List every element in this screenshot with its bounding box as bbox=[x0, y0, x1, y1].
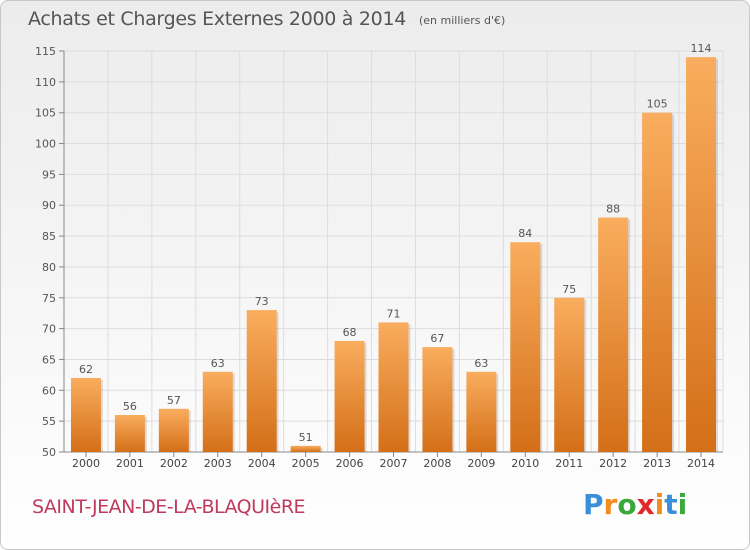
y-tick-label: 100 bbox=[35, 138, 56, 151]
chart-title: Achats et Charges Externes 2000 à 2014 bbox=[28, 8, 407, 30]
bar-value-label: 75 bbox=[562, 283, 576, 296]
y-tick-label: 85 bbox=[42, 230, 56, 243]
bar[interactable] bbox=[114, 414, 145, 452]
y-tick-label: 50 bbox=[42, 446, 56, 459]
x-tick-label: 2007 bbox=[380, 457, 408, 470]
bar[interactable] bbox=[466, 371, 497, 452]
bar-value-label: 73 bbox=[255, 295, 269, 308]
bar[interactable] bbox=[246, 310, 277, 452]
x-tick-label: 2009 bbox=[467, 457, 495, 470]
x-tick-label: 2001 bbox=[116, 457, 144, 470]
bar-value-label: 62 bbox=[79, 363, 93, 376]
bar-value-label: 63 bbox=[211, 357, 225, 370]
bar-value-label: 71 bbox=[387, 307, 401, 320]
bar-value-label: 114 bbox=[691, 42, 712, 55]
bar[interactable] bbox=[510, 242, 541, 452]
x-tick-label: 2013 bbox=[643, 457, 671, 470]
bar[interactable] bbox=[378, 322, 409, 452]
bar[interactable] bbox=[642, 112, 673, 452]
bar[interactable] bbox=[202, 371, 233, 452]
bar[interactable] bbox=[686, 57, 717, 453]
y-tick-label: 110 bbox=[35, 76, 56, 89]
logo-letter: t bbox=[664, 488, 678, 521]
x-tick-label: 2000 bbox=[72, 457, 100, 470]
x-tick-label: 2002 bbox=[160, 457, 188, 470]
label-layer: 2000 62 2001 56 2002 57 2003 63 2004 73 2005 51 2006… bbox=[72, 42, 715, 470]
y-tick-label: 105 bbox=[35, 107, 56, 120]
logo-letter: x bbox=[636, 488, 655, 521]
y-tick-label: 65 bbox=[42, 353, 56, 366]
x-tick-label: 2014 bbox=[687, 457, 715, 470]
bar-value-label: 56 bbox=[123, 400, 137, 413]
x-tick-label: 2003 bbox=[204, 457, 232, 470]
bar[interactable] bbox=[554, 297, 585, 452]
bar[interactable] bbox=[158, 408, 189, 452]
logo-letter: i bbox=[677, 488, 688, 521]
bar-layer bbox=[70, 57, 719, 453]
logo-letter: i bbox=[654, 488, 665, 521]
y-tick-label: 90 bbox=[42, 199, 56, 212]
bar[interactable] bbox=[334, 340, 365, 452]
proxiti-logo[interactable]: Proxiti bbox=[583, 488, 687, 521]
x-tick-label: 2005 bbox=[292, 457, 320, 470]
bar-value-label: 51 bbox=[299, 431, 313, 444]
bar[interactable] bbox=[290, 445, 321, 452]
bar-value-label: 63 bbox=[474, 357, 488, 370]
y-tick-label: 75 bbox=[42, 292, 56, 305]
bar[interactable] bbox=[598, 217, 629, 452]
x-tick-label: 2004 bbox=[248, 457, 276, 470]
x-tick-label: 2006 bbox=[336, 457, 364, 470]
bar[interactable] bbox=[422, 347, 453, 452]
logo-letter: o bbox=[617, 488, 637, 521]
y-tick-label: 60 bbox=[42, 384, 56, 397]
logo-letter: r bbox=[603, 488, 618, 521]
bar-value-label: 57 bbox=[167, 394, 181, 407]
y-tick-label: 115 bbox=[35, 45, 56, 58]
y-tick-label: 70 bbox=[42, 323, 56, 336]
y-tick-label: 80 bbox=[42, 261, 56, 274]
city-name: SAINT-JEAN-DE-LA-BLAQUIèRE bbox=[32, 496, 306, 518]
x-tick-label: 2008 bbox=[423, 457, 451, 470]
bar[interactable] bbox=[70, 377, 101, 452]
y-tick-label: 55 bbox=[42, 415, 56, 428]
y-tick-label: 95 bbox=[42, 168, 56, 181]
x-tick-label: 2010 bbox=[511, 457, 539, 470]
bar-value-label: 67 bbox=[430, 332, 444, 345]
x-tick-label: 2011 bbox=[555, 457, 583, 470]
bar-value-label: 68 bbox=[343, 326, 357, 339]
chart-subtitle: (en milliers d'€) bbox=[419, 14, 506, 27]
bar-value-label: 88 bbox=[606, 203, 620, 216]
logo-letter: P bbox=[583, 488, 604, 521]
x-tick-label: 2012 bbox=[599, 457, 627, 470]
bar-value-label: 105 bbox=[647, 98, 668, 111]
bar-value-label: 84 bbox=[518, 227, 532, 240]
